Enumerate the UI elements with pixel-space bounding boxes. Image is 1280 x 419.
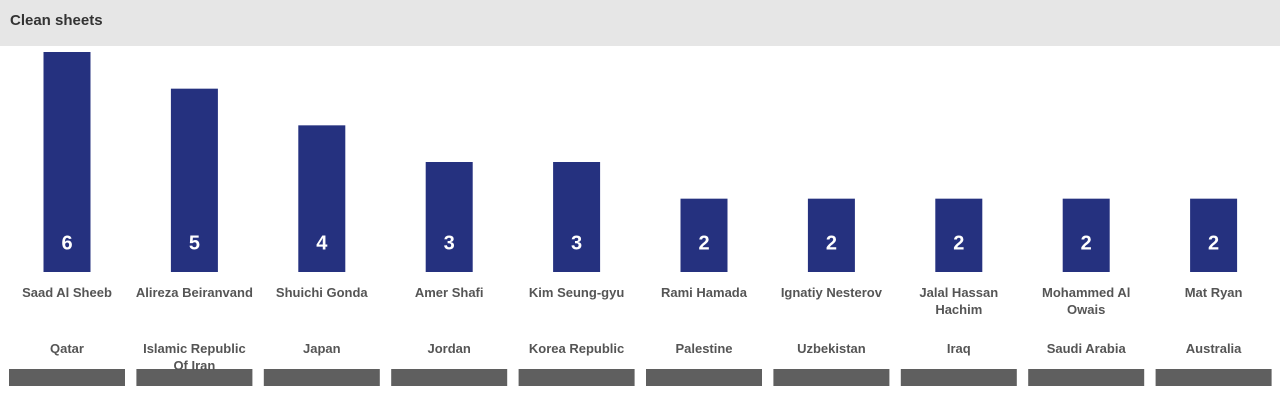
divider [391, 369, 508, 386]
bar [807, 198, 855, 272]
value-label: 2 [953, 232, 964, 254]
player-name: Saad Al Sheeb [22, 285, 112, 300]
value-label: 5 [189, 232, 200, 254]
country-name: Islamic Republic Of Iran [143, 341, 246, 373]
divider [1028, 369, 1145, 386]
player-name: Kim Seung-gyu [528, 285, 625, 300]
country-name: Iraq [946, 341, 971, 356]
bar [1190, 198, 1238, 272]
divider [646, 369, 762, 386]
bar [170, 88, 218, 273]
player-name: Alireza Beiranvand [135, 285, 253, 300]
value-label: 2 [698, 232, 709, 254]
divider [263, 369, 380, 386]
bar [935, 198, 983, 272]
value-label: 2 [1208, 232, 1219, 254]
player-name: Mat Ryan [1184, 285, 1243, 300]
divider [9, 369, 125, 386]
country-name: Saudi Arabia [1046, 341, 1126, 356]
country-name: Korea Republic [528, 341, 625, 356]
player-name: Rami Hamada [661, 285, 747, 300]
divider [773, 369, 890, 386]
country-name: Australia [1185, 341, 1242, 356]
player-name: Jalal Hassan Hachim [919, 285, 999, 317]
player-name: Ignatiy Nesterov [780, 285, 882, 300]
divider [518, 369, 635, 386]
country-name: Palestine [675, 341, 733, 356]
divider [900, 369, 1017, 386]
divider [1155, 369, 1272, 386]
value-label: 2 [826, 232, 837, 254]
player-name: Shuichi Gonda [275, 285, 368, 300]
country-name: Jordan [427, 341, 471, 356]
bar [680, 198, 728, 272]
chart-title: Clean sheets [10, 12, 103, 29]
bar [298, 125, 346, 272]
player-name: Mohammed Al Owais [1042, 285, 1131, 317]
value-label: 4 [316, 232, 328, 254]
value-label: 2 [1081, 232, 1092, 254]
header: Clean sheets [0, 0, 1280, 46]
value-label: 3 [444, 232, 455, 254]
value-label: 6 [61, 232, 72, 254]
country-name: Qatar [50, 341, 84, 356]
country-name: Japan [303, 341, 341, 356]
divider [136, 369, 253, 386]
bar [43, 52, 91, 272]
bar [1062, 198, 1110, 272]
bar [553, 162, 601, 272]
value-label: 3 [571, 232, 582, 254]
player-name: Amer Shafi [414, 285, 484, 300]
bar [425, 162, 473, 272]
country-name: Uzbekistan [797, 341, 866, 356]
